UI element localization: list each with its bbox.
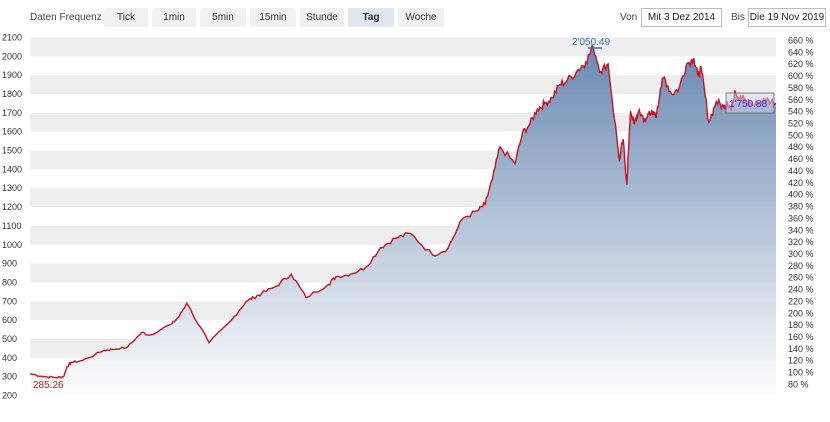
y-right-tick-label: 320 %: [788, 237, 814, 247]
y-left-tick-label: 700: [2, 296, 17, 306]
freq-1min-button[interactable]: 1min: [152, 8, 196, 27]
y-left-tick-label: 800: [2, 277, 17, 287]
y-right-tick-label: 180 %: [788, 320, 814, 330]
price-line: [29, 44, 777, 379]
y-right-tick-label: 500 %: [788, 130, 814, 140]
y-right-tick-label: 220 %: [788, 296, 814, 306]
y-right-tick-label: 140 %: [788, 344, 814, 354]
y-right-tick-label: 520 %: [788, 119, 814, 129]
to-date-input[interactable]: Die 19 Nov 2019: [748, 8, 826, 27]
price-chart: 2100 2000 1900 1800 1700 1600 1500 1400 1300 1200…: [2, 33, 814, 401]
y-right-tick-label: 240 %: [788, 285, 814, 295]
y-left-tick-label: 900: [2, 259, 17, 269]
y-right-tick-label: 660 %: [788, 36, 814, 46]
grid-band: [30, 37, 776, 57]
y-right-tick-label: 460 %: [788, 154, 814, 164]
y-left-tick-label: 1000: [2, 240, 22, 250]
freq-woche-button[interactable]: Woche: [398, 8, 444, 27]
y-left-tick-label: 600: [2, 315, 17, 325]
y-left-tick-label: 2000: [2, 51, 22, 61]
y-right-tick-label: 280 %: [788, 261, 814, 271]
y-right-tick-label: 600 %: [788, 71, 814, 81]
toolbar: Daten Frequenz Tick 1min 5min 15min Stun…: [0, 0, 830, 32]
y-left-tick-label: 1600: [2, 127, 22, 137]
max-value-label: 2'050.49: [572, 37, 610, 48]
y-left-tick-label: 1900: [2, 70, 22, 80]
y-left-tick-label: 400: [2, 353, 17, 363]
y-right-tick-label: 340 %: [788, 225, 814, 235]
y-right-tick-label: 260 %: [788, 273, 814, 283]
y-left-tick-label: 1200: [2, 202, 22, 212]
freq-stunde-button[interactable]: Stunde: [300, 8, 344, 27]
y-right-tick-label: 420 %: [788, 178, 814, 188]
y-right-tick-label: 100 %: [788, 368, 814, 378]
y-left-tick-label: 1700: [2, 108, 22, 118]
y-right-tick-label: 620 %: [788, 59, 814, 69]
y-left-tick-label: 300: [2, 372, 17, 382]
freq-15min-button[interactable]: 15min: [250, 8, 296, 27]
frequency-label: Daten Frequenz: [30, 12, 102, 23]
y-right-tick-label: 580 %: [788, 83, 814, 93]
y-right-tick-label: 560 %: [788, 95, 814, 105]
y-left-tick-label: 200: [2, 391, 17, 401]
y-left-tick-label: 1500: [2, 146, 22, 156]
y-right-tick-label: 80 %: [788, 379, 809, 389]
y-left-tick-label: 1400: [2, 164, 22, 174]
y-right-tick-label: 480 %: [788, 142, 814, 152]
price-area: [30, 45, 776, 396]
last-value-label: 1'750.88: [729, 99, 767, 110]
y-left-tick-label: 2100: [2, 33, 22, 43]
last-value-box: [725, 92, 775, 114]
y-right-tick-label: 640 %: [788, 47, 814, 57]
y-right-tick-label: 540 %: [788, 107, 814, 117]
y-left-tick-label: 1800: [2, 89, 22, 99]
y-left-tick-label: 1100: [2, 221, 21, 231]
freq-tag-button[interactable]: Tag: [348, 8, 394, 27]
y-right-tick-label: 300 %: [788, 249, 814, 259]
from-label: Von: [620, 12, 638, 23]
y-right-tick-label: 380 %: [788, 202, 814, 212]
y-left-tick-label: 1300: [2, 183, 22, 193]
y-right-tick-label: 400 %: [788, 190, 814, 200]
from-date-input[interactable]: Mit 3 Dez 2014: [641, 8, 722, 27]
y-right-tick-label: 160 %: [788, 332, 814, 342]
y-right-tick-label: 120 %: [788, 356, 814, 366]
to-label: Bis: [731, 12, 745, 23]
min-value-label: 285.26: [33, 380, 64, 391]
y-left-tick-label: 500: [2, 334, 17, 344]
freq-5min-button[interactable]: 5min: [200, 8, 246, 27]
y-right-tick-label: 200 %: [788, 308, 814, 318]
y-right-tick-label: 360 %: [788, 213, 814, 223]
freq-tick-button[interactable]: Tick: [104, 8, 148, 27]
y-right-tick-label: 440 %: [788, 166, 814, 176]
